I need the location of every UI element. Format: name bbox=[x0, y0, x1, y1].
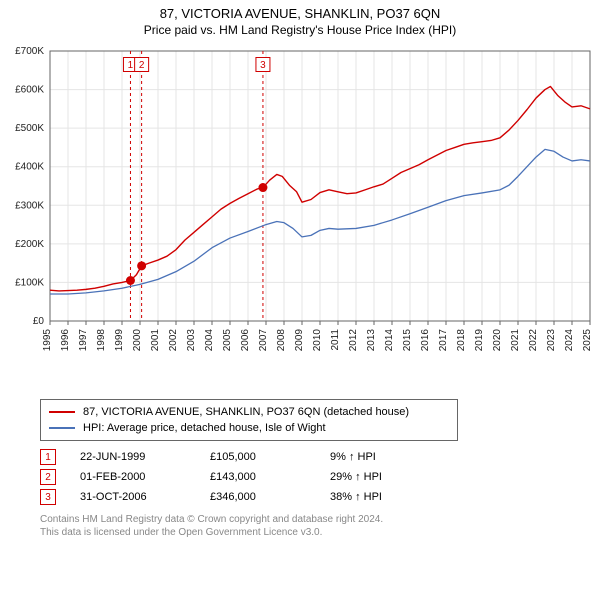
legend-swatch bbox=[49, 427, 75, 429]
svg-text:2011: 2011 bbox=[330, 329, 341, 351]
svg-text:2000: 2000 bbox=[132, 329, 143, 352]
svg-text:2019: 2019 bbox=[474, 329, 485, 352]
svg-text:1998: 1998 bbox=[96, 329, 107, 352]
svg-text:1995: 1995 bbox=[42, 329, 53, 352]
sale-date: 22-JUN-1999 bbox=[80, 451, 210, 463]
chart-title: 87, VICTORIA AVENUE, SHANKLIN, PO37 6QN bbox=[0, 6, 600, 21]
svg-text:£400K: £400K bbox=[15, 162, 44, 173]
svg-text:1996: 1996 bbox=[60, 329, 71, 352]
svg-text:1: 1 bbox=[128, 60, 134, 71]
legend-row: HPI: Average price, detached house, Isle… bbox=[49, 420, 449, 436]
sale-delta: 9% ↑ HPI bbox=[330, 451, 430, 463]
sale-price: £105,000 bbox=[210, 451, 330, 463]
svg-text:1999: 1999 bbox=[114, 329, 125, 352]
svg-text:2013: 2013 bbox=[366, 329, 377, 352]
legend-label: HPI: Average price, detached house, Isle… bbox=[83, 422, 326, 434]
svg-text:2004: 2004 bbox=[204, 329, 215, 352]
svg-text:2025: 2025 bbox=[582, 329, 593, 352]
sale-date: 31-OCT-2006 bbox=[80, 491, 210, 503]
svg-text:2001: 2001 bbox=[150, 329, 161, 352]
svg-text:2003: 2003 bbox=[186, 329, 197, 352]
sale-price: £346,000 bbox=[210, 491, 330, 503]
svg-text:2023: 2023 bbox=[546, 329, 557, 352]
svg-text:2007: 2007 bbox=[258, 329, 269, 352]
sale-marker-box: 3 bbox=[40, 489, 56, 505]
svg-text:2002: 2002 bbox=[168, 329, 179, 352]
svg-text:1997: 1997 bbox=[78, 329, 89, 352]
svg-text:2020: 2020 bbox=[492, 329, 503, 352]
legend-label: 87, VICTORIA AVENUE, SHANKLIN, PO37 6QN … bbox=[83, 406, 409, 418]
sale-row: 3 31-OCT-2006£346,00038% ↑ HPI bbox=[40, 487, 600, 507]
svg-text:£700K: £700K bbox=[15, 46, 44, 57]
svg-text:2024: 2024 bbox=[564, 329, 575, 352]
svg-text:2014: 2014 bbox=[384, 329, 395, 352]
attribution-line-1: Contains HM Land Registry data © Crown c… bbox=[40, 513, 600, 526]
sale-price: £143,000 bbox=[210, 471, 330, 483]
sale-marker-box: 1 bbox=[40, 449, 56, 465]
sale-delta: 38% ↑ HPI bbox=[330, 491, 430, 503]
sale-row: 1 22-JUN-1999£105,0009% ↑ HPI bbox=[40, 447, 600, 467]
svg-text:2015: 2015 bbox=[402, 329, 413, 352]
chart-container: 87, VICTORIA AVENUE, SHANKLIN, PO37 6QN … bbox=[0, 6, 600, 539]
svg-text:2005: 2005 bbox=[222, 329, 233, 352]
legend-row: 87, VICTORIA AVENUE, SHANKLIN, PO37 6QN … bbox=[49, 404, 449, 420]
legend-swatch bbox=[49, 411, 75, 413]
svg-text:£200K: £200K bbox=[15, 239, 44, 250]
svg-text:2010: 2010 bbox=[312, 329, 323, 352]
legend-box: 87, VICTORIA AVENUE, SHANKLIN, PO37 6QN … bbox=[40, 399, 458, 441]
svg-text:3: 3 bbox=[260, 60, 266, 71]
svg-text:2009: 2009 bbox=[294, 329, 305, 352]
svg-text:£100K: £100K bbox=[15, 277, 44, 288]
line-chart-svg: £0 £100K £200K £300K £400K £500K £600K £700K 199… bbox=[0, 41, 600, 391]
sale-date: 01-FEB-2000 bbox=[80, 471, 210, 483]
attribution-line-2: This data is licensed under the Open Gov… bbox=[40, 526, 600, 539]
svg-text:2012: 2012 bbox=[348, 329, 359, 352]
svg-text:2017: 2017 bbox=[438, 329, 449, 352]
chart-subtitle: Price paid vs. HM Land Registry's House … bbox=[0, 23, 600, 37]
svg-text:2018: 2018 bbox=[456, 329, 467, 352]
svg-text:2: 2 bbox=[139, 60, 145, 71]
svg-text:£300K: £300K bbox=[15, 200, 44, 211]
svg-text:2022: 2022 bbox=[528, 329, 539, 352]
sale-delta: 29% ↑ HPI bbox=[330, 471, 430, 483]
svg-text:£600K: £600K bbox=[15, 85, 44, 96]
svg-text:2006: 2006 bbox=[240, 329, 251, 352]
attribution-text: Contains HM Land Registry data © Crown c… bbox=[40, 513, 600, 539]
svg-text:£0: £0 bbox=[33, 316, 45, 327]
svg-text:2008: 2008 bbox=[276, 329, 287, 352]
chart-plot-area: £0 £100K £200K £300K £400K £500K £600K £700K 199… bbox=[0, 41, 600, 391]
sale-row: 2 01-FEB-2000£143,00029% ↑ HPI bbox=[40, 467, 600, 487]
svg-text:2021: 2021 bbox=[510, 329, 521, 352]
sale-marker-box: 2 bbox=[40, 469, 56, 485]
sales-table: 1 22-JUN-1999£105,0009% ↑ HPI 2 01-FEB-2000… bbox=[40, 447, 600, 507]
svg-text:2016: 2016 bbox=[420, 329, 431, 352]
svg-text:£500K: £500K bbox=[15, 123, 44, 134]
